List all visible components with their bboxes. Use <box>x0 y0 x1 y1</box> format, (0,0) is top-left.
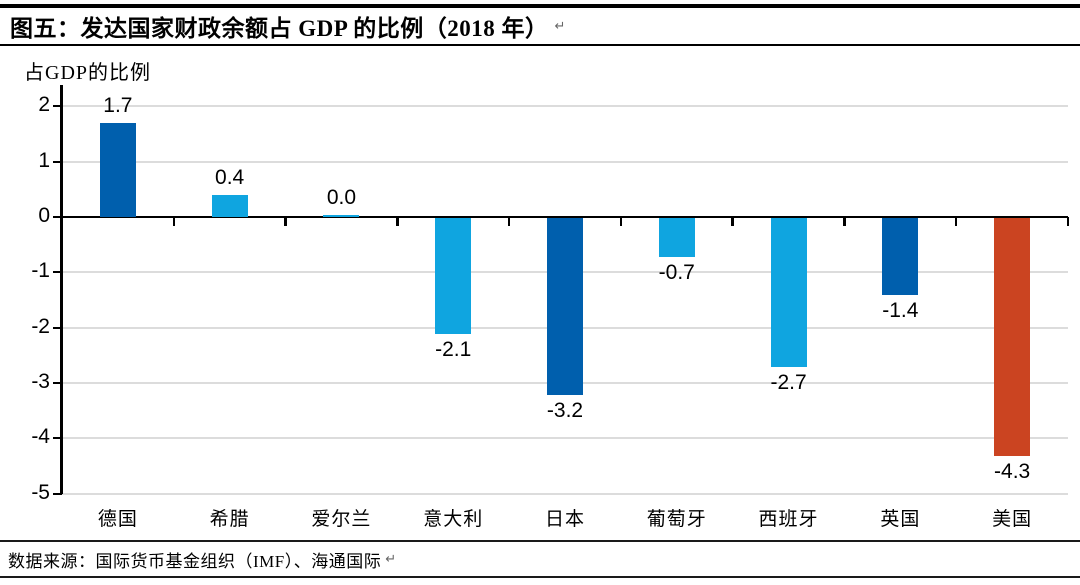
footer-bottom-rule <box>0 576 1080 578</box>
bar-value-label: -0.7 <box>658 260 695 284</box>
data-source-text: 数据来源：国际货币基金组织（IMF）、海通国际 <box>8 551 382 571</box>
title-bottom-rule <box>0 44 1080 46</box>
bar-value-label: -2.1 <box>435 338 472 362</box>
y-tick-label: 2 <box>38 93 50 117</box>
x-tick <box>1066 217 1070 226</box>
bar-6 <box>770 218 807 368</box>
y-tick <box>53 271 62 274</box>
figure-title-row: 图五：发达国家财政余额占 GDP 的比例（2018 年） ↵ <box>10 10 1070 42</box>
y-tick-label: -2 <box>31 314 50 338</box>
gridline <box>62 105 1068 108</box>
x-tick <box>731 217 734 226</box>
x-category-label: 爱尔兰 <box>311 509 372 530</box>
bar-7 <box>882 218 919 296</box>
x-category-label: 日本 <box>544 509 585 530</box>
gridline <box>62 492 1068 495</box>
bar-value-label: 0.0 <box>326 185 357 209</box>
bar-3 <box>435 218 472 335</box>
figure-title: 图五：发达国家财政余额占 GDP 的比例（2018 年） <box>10 16 549 41</box>
bar-5 <box>658 218 695 257</box>
gridline <box>62 160 1068 163</box>
y-tick-label: -4 <box>31 425 50 449</box>
bar-value-label: -4.3 <box>994 459 1031 483</box>
bar-value-label: 0.4 <box>215 165 245 189</box>
gridline <box>62 437 1068 440</box>
bar-8 <box>994 218 1031 456</box>
x-tick <box>619 217 623 226</box>
x-category-label: 德国 <box>97 509 138 530</box>
y-tick <box>53 437 62 440</box>
x-category-label: 西班牙 <box>758 509 819 530</box>
bar-value-label: -3.2 <box>546 398 584 422</box>
y-tick-label: -3 <box>31 369 50 393</box>
y-tick <box>53 492 62 495</box>
bar-4 <box>547 218 583 395</box>
y-tick-label: 0 <box>38 204 50 227</box>
footer-top-rule <box>0 540 1080 542</box>
y-tick-label: -5 <box>31 480 50 504</box>
y-tick-label: -1 <box>31 259 50 283</box>
bar-value-label: -2.7 <box>770 371 807 395</box>
y-axis-line <box>60 85 63 494</box>
x-tick <box>843 217 846 226</box>
bar-1 <box>211 194 248 217</box>
y-tick <box>53 160 62 163</box>
paragraph-return-mark: ↵ <box>554 18 566 34</box>
y-tick-label: 1 <box>38 148 50 172</box>
bar-value-label: -1.4 <box>882 299 919 323</box>
x-category-label: 英国 <box>880 509 921 530</box>
y-tick <box>53 216 62 218</box>
x-category-label: 希腊 <box>209 509 250 530</box>
bar-2 <box>323 214 360 217</box>
bar-value-label: 1.7 <box>103 93 133 117</box>
title-top-rule <box>0 4 1080 8</box>
x-tick <box>172 217 176 226</box>
zero-axis-line <box>60 215 1068 218</box>
x-tick <box>507 217 511 226</box>
x-category-label: 意大利 <box>423 509 484 530</box>
x-tick <box>284 217 287 226</box>
x-category-label: 葡萄牙 <box>646 509 707 530</box>
y-tick <box>53 105 62 108</box>
x-tick <box>396 217 399 226</box>
x-tick <box>954 217 958 226</box>
y-tick <box>53 326 62 329</box>
bar-0 <box>99 122 136 217</box>
source-row: 数据来源：国际货币基金组织（IMF）、海通国际 ↵ <box>8 546 1072 572</box>
paragraph-return-mark: ↵ <box>385 551 397 567</box>
x-category-label: 美国 <box>992 509 1033 530</box>
y-axis-title: 占GDP的比例 <box>24 62 152 84</box>
y-tick <box>53 381 62 384</box>
